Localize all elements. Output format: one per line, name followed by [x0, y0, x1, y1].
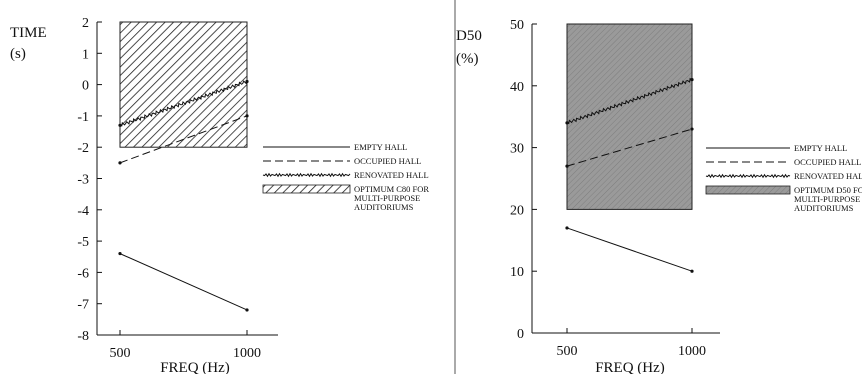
data-point	[245, 114, 249, 118]
y-tick-label: 40	[510, 80, 524, 95]
y-tick-label: -7	[77, 298, 89, 313]
data-point	[245, 308, 249, 312]
legend-label: EMPTY HALL	[354, 142, 407, 152]
data-point	[690, 127, 694, 131]
x-tick-label: 500	[557, 344, 578, 359]
y-tick-label: 20	[510, 203, 524, 218]
y-tick-label: -6	[77, 266, 89, 281]
legend-label: RENOVATED HALL	[794, 171, 862, 181]
y-tick-label: 0	[82, 79, 89, 94]
y-tick-label: 10	[510, 265, 524, 280]
x-axis-title: FREQ (Hz)	[160, 360, 230, 374]
data-point	[565, 164, 569, 168]
y-tick-label: -5	[77, 235, 89, 250]
data-point	[118, 161, 122, 165]
y-axis-title: D50	[456, 28, 482, 44]
y-axis-title: (s)	[10, 46, 26, 62]
data-point	[245, 79, 249, 84]
y-axis-title: TIME	[10, 25, 47, 41]
y-tick-label: 2	[82, 16, 89, 31]
legend-label: AUDITORIUMS	[354, 202, 414, 212]
legend-label: AUDITORIUMS	[794, 203, 854, 213]
series-empty-hall-line	[119, 253, 248, 311]
legend-label: MULTI-PURPOSE	[794, 194, 860, 204]
y-tick-label: 0	[517, 327, 524, 342]
data-point	[565, 226, 569, 230]
series-occupied-hall-line	[566, 128, 693, 167]
legend-label: OPTIMUM D50 FOR	[794, 185, 862, 195]
series-renovated-hall-line	[566, 77, 693, 125]
series-renovated-hall-line	[119, 80, 248, 127]
legend-label: OCCUPIED HALL	[794, 157, 861, 167]
x-tick-label: 1000	[233, 346, 261, 361]
legend-label: RENOVATED HALL	[354, 170, 429, 180]
legend-label: EMPTY HALL	[794, 143, 847, 153]
data-point	[118, 123, 122, 127]
y-tick-label: 50	[510, 18, 524, 33]
series-occupied-hall-line	[119, 115, 248, 164]
y-tick-label: -4	[77, 204, 89, 219]
y-tick-label: -2	[77, 141, 89, 156]
y-tick-label: 1	[82, 47, 89, 62]
data-point	[690, 78, 694, 82]
y-tick-label: -3	[77, 173, 89, 188]
series-empty-hall-line	[566, 227, 693, 272]
data-point	[565, 121, 569, 125]
x-tick-label: 1000	[678, 344, 706, 359]
optimum-region	[119, 21, 248, 148]
legend-swatch	[262, 172, 351, 178]
legend-label: OCCUPIED HALL	[354, 156, 421, 166]
legend-swatch	[705, 173, 791, 179]
y-tick-label: 30	[510, 142, 524, 157]
y-tick-label: -8	[77, 329, 89, 344]
data-point	[118, 252, 122, 256]
x-axis-title: FREQ (Hz)	[595, 360, 665, 374]
y-tick-label: -1	[77, 110, 89, 125]
legend-label: OPTIMUM C80 FOR	[354, 184, 429, 194]
y-axis-title: (%)	[456, 51, 479, 67]
x-tick-label: 500	[110, 346, 131, 361]
legend-swatch	[262, 184, 351, 194]
data-point	[690, 269, 694, 273]
legend-swatch	[705, 185, 791, 195]
legend-label: MULTI-PURPOSE	[354, 193, 420, 203]
